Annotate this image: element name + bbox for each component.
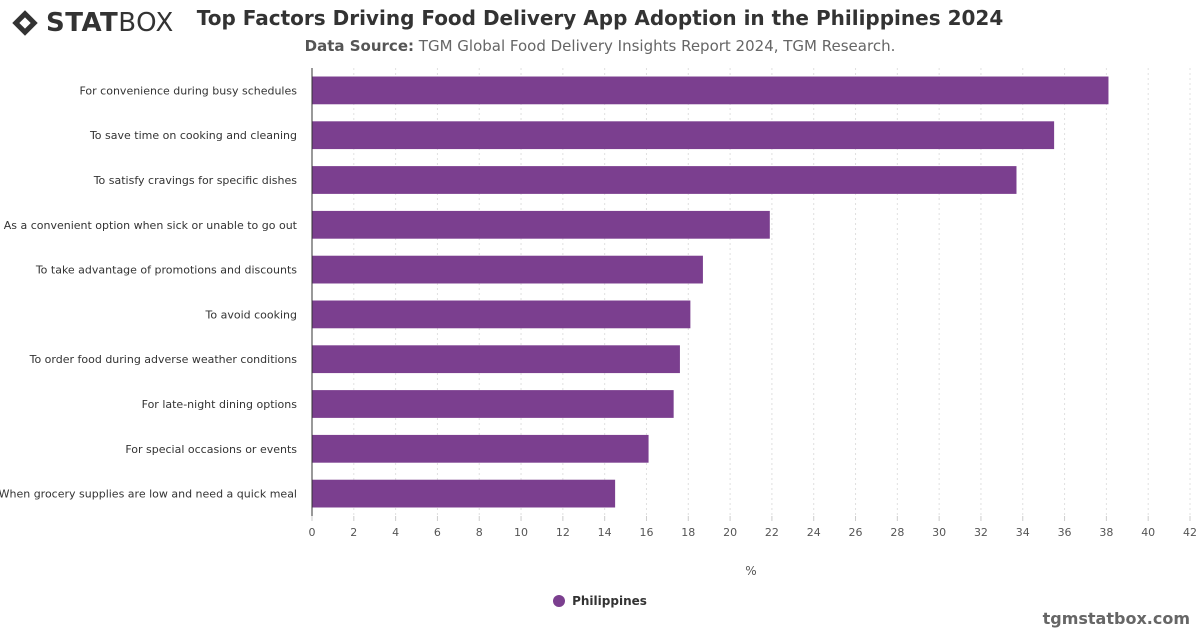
legend: Philippines (0, 594, 1200, 608)
chart-subtitle: Data Source: TGM Global Food Delivery In… (0, 37, 1200, 55)
category-label: To save time on cooking and cleaning (89, 129, 297, 142)
x-tick-label: 16 (639, 526, 653, 539)
logo-wordmark: STATBOX (46, 10, 174, 36)
bar[interactable] (312, 255, 703, 284)
x-tick-label: 28 (890, 526, 904, 539)
x-tick-label: 18 (681, 526, 695, 539)
logo-text-bold: STAT (46, 8, 119, 38)
x-tick-label: 24 (807, 526, 821, 539)
source-label: Data Source: (304, 37, 414, 55)
bar-chart: 0 2 4 6 8 10 12 14 16 18 20 22 24 26 28 30 32 34 36 38 40 42F… (0, 68, 1197, 578)
category-label: To order food during adverse weather con… (29, 353, 298, 366)
bar[interactable] (312, 300, 691, 329)
bar[interactable] (312, 76, 1109, 105)
legend-swatch (553, 595, 566, 607)
legend-item-philippines[interactable]: Philippines (553, 594, 647, 608)
x-tick-label: 34 (1016, 526, 1030, 539)
x-tick-label: 20 (723, 526, 737, 539)
bar[interactable] (312, 434, 649, 463)
x-tick-label: 42 (1183, 526, 1197, 539)
category-label: To avoid cooking (205, 308, 297, 321)
logo-text-light: BOX (118, 8, 174, 38)
category-label: As a convenient option when sick or unab… (4, 219, 298, 232)
x-tick-label: 0 (309, 526, 316, 539)
x-tick-label: 2 (350, 526, 357, 539)
x-tick-label: 30 (932, 526, 946, 539)
statbox-logo: STATBOX (10, 8, 174, 38)
category-label: For convenience during busy schedules (80, 84, 298, 97)
x-tick-label: 10 (514, 526, 528, 539)
statbox-logo-icon (12, 10, 38, 36)
x-tick-label: 4 (392, 526, 399, 539)
chart-title: Top Factors Driving Food Delivery App Ad… (196, 6, 1004, 30)
bar[interactable] (312, 166, 1017, 194)
x-tick-label: 38 (1099, 526, 1113, 539)
x-tick-label: 40 (1141, 526, 1155, 539)
x-axis-title: % (745, 564, 756, 578)
site-url[interactable]: tgmstatbox.com (1042, 609, 1190, 628)
x-tick-label: 8 (476, 526, 483, 539)
x-tick-label: 26 (849, 526, 863, 539)
category-label: To satisfy cravings for specific dishes (93, 174, 298, 187)
bar[interactable] (312, 479, 616, 508)
category-label: For late-night dining options (142, 398, 298, 411)
bar[interactable] (312, 345, 680, 374)
category-label: When grocery supplies are low and need a… (0, 488, 297, 501)
x-tick-label: 36 (1058, 526, 1072, 539)
bar[interactable] (312, 121, 1055, 150)
x-tick-label: 14 (598, 526, 612, 539)
x-tick-label: 12 (556, 526, 570, 539)
x-tick-label: 22 (765, 526, 779, 539)
legend-label: Philippines (572, 594, 647, 608)
bar[interactable] (312, 210, 770, 239)
x-tick-label: 32 (974, 526, 988, 539)
category-label: For special occasions or events (125, 443, 297, 456)
bar[interactable] (312, 390, 674, 418)
source-text: TGM Global Food Delivery Insights Report… (418, 37, 896, 55)
category-label: To take advantage of promotions and disc… (35, 264, 297, 277)
x-tick-label: 6 (434, 526, 441, 539)
